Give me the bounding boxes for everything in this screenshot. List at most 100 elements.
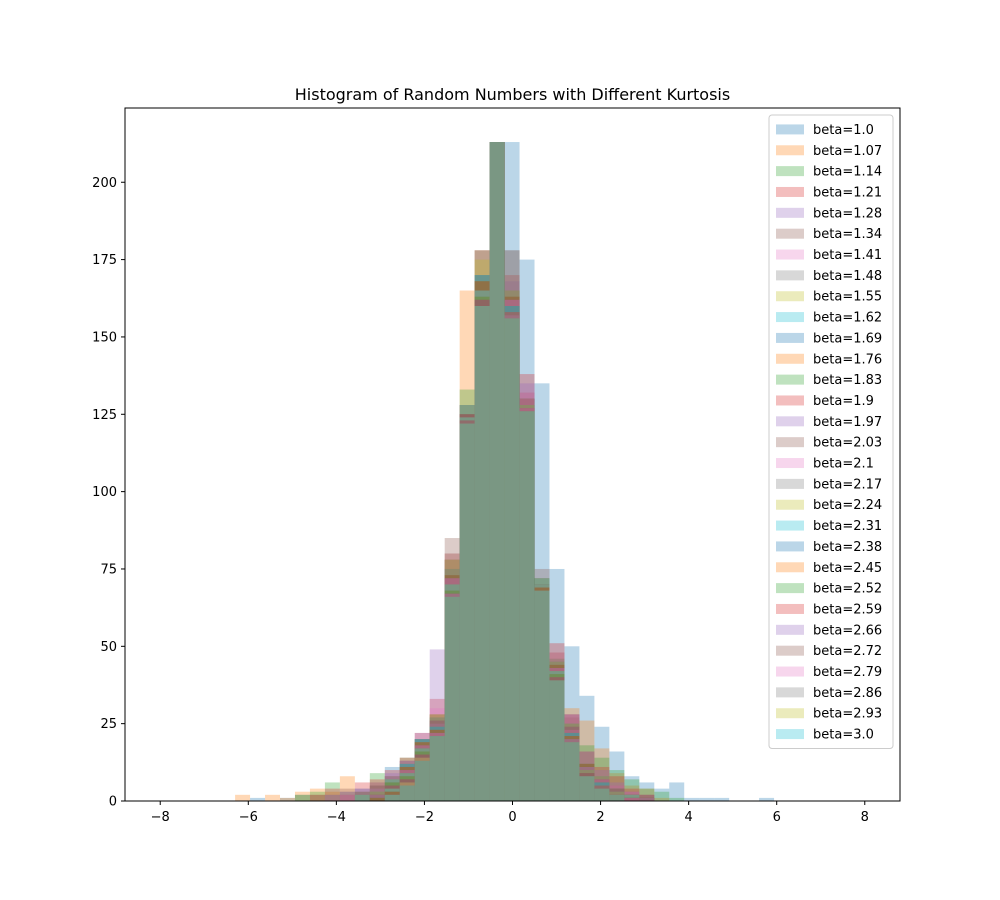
bar: [594, 748, 610, 801]
bar: [414, 754, 430, 801]
series-beta=2.17: [369, 142, 655, 802]
legend-swatch: [776, 374, 804, 385]
bar: [280, 797, 295, 801]
bar: [444, 568, 460, 801]
bar: [384, 794, 400, 801]
bar: [429, 729, 445, 801]
bar: [384, 788, 400, 802]
bar: [459, 414, 475, 801]
bar: [489, 142, 505, 801]
bar: [384, 788, 400, 802]
bar: [639, 797, 655, 801]
legend-item: beta=2.38: [776, 540, 882, 555]
bar: [339, 776, 355, 801]
bar: [609, 788, 625, 802]
legend-swatch: [776, 124, 804, 135]
bar: [429, 723, 445, 801]
bar: [474, 290, 490, 801]
bar: [444, 593, 460, 801]
bar: [594, 782, 610, 801]
bar: [459, 423, 475, 801]
bar: [414, 757, 430, 801]
bar: [399, 773, 415, 801]
bar: [609, 788, 625, 802]
bar: [384, 791, 400, 801]
bar: [504, 290, 520, 801]
bars-layer: [235, 142, 775, 802]
bar: [429, 714, 445, 802]
bar: [519, 408, 535, 801]
series-beta=1.76: [369, 142, 655, 802]
bar: [504, 312, 520, 801]
chart-title: Histogram of Random Numbers with Differe…: [295, 85, 730, 104]
legend-item: beta=1.0: [776, 123, 874, 138]
bar: [609, 788, 625, 802]
legend-swatch: [776, 312, 804, 323]
series-beta=3.0: [384, 142, 625, 802]
bar: [294, 791, 310, 801]
bar: [399, 770, 415, 801]
bar: [549, 680, 565, 801]
bar: [564, 739, 580, 802]
bar: [474, 275, 490, 801]
legend-item: beta=2.79: [776, 665, 882, 680]
legend-item: beta=2.86: [776, 686, 882, 701]
x-tick-label: −2: [415, 810, 434, 825]
bar: [609, 794, 625, 801]
bar: [624, 797, 640, 801]
bar: [609, 751, 625, 801]
bar: [504, 315, 520, 801]
bar: [399, 773, 415, 801]
bar: [549, 677, 565, 801]
bar: [549, 661, 565, 801]
bar: [399, 760, 415, 801]
bar: [384, 782, 400, 801]
bar: [519, 405, 535, 801]
bar: [564, 726, 580, 801]
legend-label: beta=1.14: [813, 165, 882, 180]
bar: [399, 760, 415, 801]
bar: [459, 553, 475, 801]
legend-swatch: [776, 645, 804, 656]
bar: [549, 664, 565, 802]
bar: [429, 723, 445, 801]
bar: [474, 281, 490, 801]
bar: [429, 698, 445, 801]
legend-swatch: [776, 541, 804, 552]
bar: [414, 751, 430, 801]
bar: [579, 751, 595, 801]
bar: [564, 708, 580, 801]
bar: [474, 290, 490, 801]
legend-label: beta=2.52: [813, 582, 882, 597]
bar: [459, 414, 475, 801]
legend-label: beta=1.34: [813, 227, 882, 242]
bar: [429, 717, 445, 801]
bar: [384, 785, 400, 801]
bar: [609, 770, 625, 801]
bar: [564, 723, 580, 801]
bar: [369, 797, 385, 801]
legend-item: beta=1.07: [776, 144, 882, 159]
bar: [534, 584, 550, 801]
legend-label: beta=3.0: [813, 728, 874, 743]
bar: [534, 584, 550, 801]
bar: [594, 779, 610, 801]
bar: [489, 142, 505, 801]
bar: [459, 405, 475, 801]
bar: [624, 794, 640, 801]
bar: [594, 766, 610, 801]
bar: [624, 797, 640, 801]
bar: [534, 578, 550, 801]
bar: [429, 726, 445, 801]
bar: [564, 739, 580, 802]
bar: [429, 726, 445, 801]
bar: [579, 763, 595, 802]
bar: [564, 714, 580, 802]
bar: [579, 776, 595, 801]
bar: [519, 392, 535, 802]
bar: [414, 739, 430, 802]
legend-label: beta=1.21: [813, 185, 882, 200]
bar: [384, 770, 400, 801]
bar: [519, 259, 535, 802]
bar: [624, 797, 640, 801]
